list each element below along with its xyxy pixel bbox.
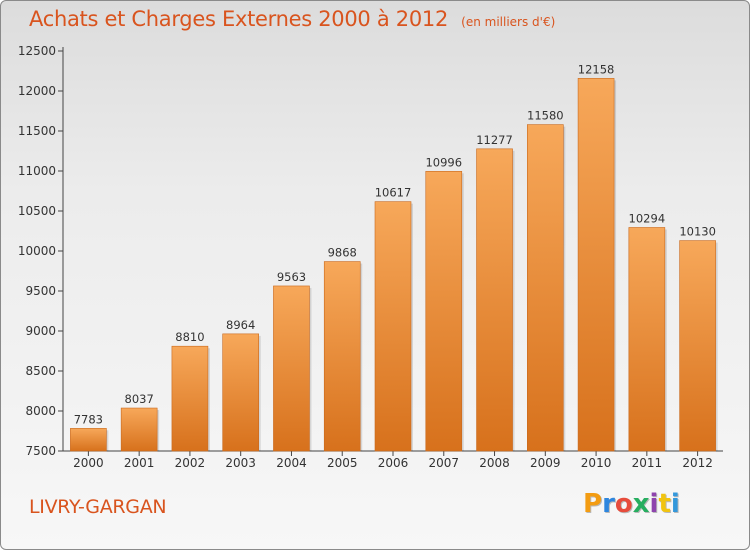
data-label: 9563 xyxy=(277,270,306,284)
data-label: 8964 xyxy=(226,318,255,332)
bar-2001 xyxy=(120,407,158,452)
data-label: 12158 xyxy=(578,62,615,76)
y-tick-label: 9000 xyxy=(25,324,56,338)
x-tick-label: 2010 xyxy=(581,456,612,470)
data-labels-group: 7783 8037 8810 8964 9563 9868 10617 10996 11277 1… xyxy=(74,62,716,426)
bar-2002 xyxy=(171,345,209,452)
x-tick-label: 2008 xyxy=(479,456,510,470)
x-tick-label: 2006 xyxy=(378,456,409,470)
y-tick-label: 12000 xyxy=(18,84,56,98)
data-label: 8810 xyxy=(175,330,204,344)
brand-letter: i xyxy=(649,489,659,519)
y-tick-label: 9500 xyxy=(25,284,56,298)
data-label: 7783 xyxy=(74,412,103,426)
brand-letter: o xyxy=(614,489,633,519)
bar-2011 xyxy=(628,227,666,452)
data-label: 10294 xyxy=(629,211,666,225)
data-label: 11580 xyxy=(527,109,564,123)
bar-2009 xyxy=(527,124,564,452)
chart-title: Achats et Charges Externes 2000 à 2012 xyxy=(29,7,449,31)
x-tick-label: 2000 xyxy=(73,456,104,470)
bar-2004 xyxy=(273,285,310,452)
brand-letter: i xyxy=(670,489,680,519)
y-axis: 7500 8000 8500 9000 9500 10000 10500 11000 11500… xyxy=(18,44,64,458)
y-tick-label: 11500 xyxy=(18,124,56,138)
x-tick-label: 2012 xyxy=(682,456,713,470)
bar-2000 xyxy=(70,428,107,452)
brand-letter: t xyxy=(658,489,671,519)
bar-2003 xyxy=(222,333,259,452)
bar-2007 xyxy=(425,171,463,452)
bars-group xyxy=(70,78,718,452)
x-tick-label: 2001 xyxy=(124,456,155,470)
x-axis: 2000 2001 2002 2003 2004 2005 2006 2007 2008 2009… xyxy=(63,450,723,470)
data-label: 11277 xyxy=(476,133,513,147)
location-label: LIVRY-GARGAN xyxy=(29,496,167,518)
data-label: 8037 xyxy=(125,392,154,406)
x-tick-label: 2003 xyxy=(225,456,256,470)
x-tick-label: 2002 xyxy=(175,456,206,470)
y-tick-label: 8500 xyxy=(25,364,56,378)
y-tick-label: 12500 xyxy=(18,44,56,58)
proxiti-logo: Proxiti xyxy=(583,489,680,519)
brand-letter: x xyxy=(632,489,650,519)
bar-2010 xyxy=(577,78,615,452)
x-tick-label: 2004 xyxy=(276,456,307,470)
y-tick-label: 10000 xyxy=(18,244,56,258)
x-tick-label: 2005 xyxy=(327,456,358,470)
title-row: Achats et Charges Externes 2000 à 2012 (… xyxy=(29,7,555,31)
chart-subtitle: (en milliers d'€) xyxy=(461,15,556,29)
brand-letter: P xyxy=(583,489,603,519)
bar-2006 xyxy=(374,201,412,452)
x-tick-label: 2011 xyxy=(632,456,663,470)
data-label: 10130 xyxy=(679,225,716,239)
y-tick-label: 10500 xyxy=(18,204,56,218)
bar-2005 xyxy=(323,261,361,452)
y-tick-label: 11000 xyxy=(18,164,56,178)
bar-2012 xyxy=(679,240,716,452)
bar-2008 xyxy=(476,148,513,452)
data-label: 10996 xyxy=(425,155,462,169)
y-tick-label: 8000 xyxy=(25,404,56,418)
x-tick-label: 2009 xyxy=(530,456,561,470)
x-tick-label: 2007 xyxy=(428,456,459,470)
y-tick-label: 7500 xyxy=(25,444,56,458)
data-label: 10617 xyxy=(375,186,412,200)
brand-letter: r xyxy=(602,489,615,519)
data-label: 9868 xyxy=(328,246,357,260)
